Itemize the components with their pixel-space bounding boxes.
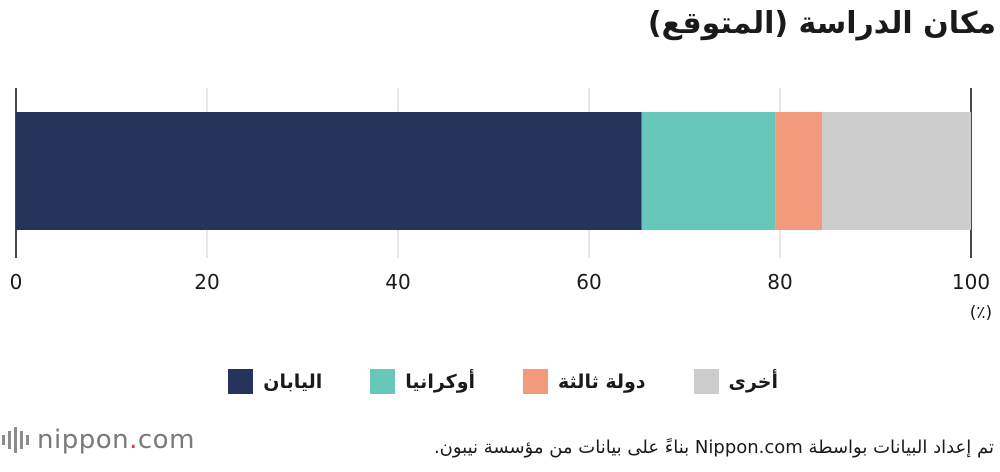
x-tick-label: 80 <box>767 270 792 294</box>
legend-label-other: أخرى <box>728 370 778 393</box>
legend-item-other: أخرى <box>693 369 778 394</box>
legend-swatch-third-country <box>523 369 549 394</box>
x-tick-label: 100 <box>952 270 990 294</box>
legend-item-japan: اليابان <box>228 369 322 394</box>
legend-swatch-japan <box>228 369 254 394</box>
bar-segment-0 <box>16 112 642 230</box>
logo-dot: . <box>129 425 138 455</box>
chart-title: مكان الدراسة (المتوقع) <box>647 6 996 41</box>
x-axis-unit-label: (٪) <box>970 303 992 323</box>
nippon-logo[interactable]: nippon.com <box>2 425 195 455</box>
logo-brand: nippon <box>37 425 130 455</box>
source-note: تم إعداد البيانات بواسطة Nippon.com بناء… <box>433 437 994 458</box>
bar-segment-2 <box>775 112 823 230</box>
logo-suffix: com <box>137 425 195 455</box>
x-tick-label: 20 <box>194 270 219 294</box>
legend-label-ukraine: أوكرانيا <box>405 370 476 393</box>
legend-swatch-ukraine <box>370 369 396 394</box>
x-tick-label: 60 <box>576 270 601 294</box>
bar-segment-3 <box>822 112 971 230</box>
logo-text: nippon.com <box>37 425 195 455</box>
legend-swatch-other <box>693 369 719 394</box>
legend-label-japan: اليابان <box>263 370 323 393</box>
legend-item-third-country: دولة ثالثة <box>523 369 646 394</box>
stacked-bar-chart: 0 20 40 60 80 100 (٪) <box>10 88 992 323</box>
legend-item-ukraine: أوكرانيا <box>370 369 475 394</box>
x-tick-label: 40 <box>385 270 410 294</box>
legend: اليابان أوكرانيا دولة ثالثة أخرى <box>228 369 778 394</box>
legend-label-third-country: دولة ثالثة <box>558 370 646 393</box>
bar-segment-1 <box>641 112 776 230</box>
sound-bars-icon <box>2 425 29 455</box>
x-tick-label: 0 <box>10 270 23 294</box>
